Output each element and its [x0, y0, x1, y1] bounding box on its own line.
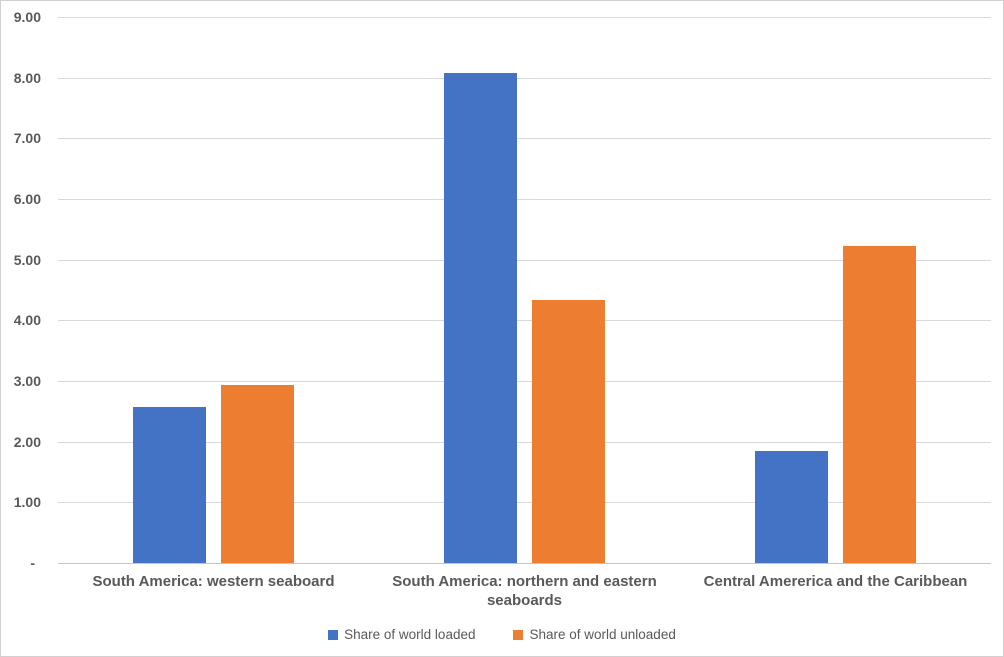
- bar-share-of-world-loaded: [755, 451, 828, 563]
- legend-swatch-icon: [513, 629, 524, 640]
- bar-share-of-world-loaded: [133, 406, 206, 563]
- y-tick-label: 5.00: [13, 252, 41, 268]
- legend-item: Share of world loaded: [328, 627, 475, 642]
- x-axis-line: [58, 563, 991, 564]
- bar-group: [680, 17, 991, 563]
- gridline: [58, 260, 991, 261]
- y-tick-label: 8.00: [13, 70, 41, 86]
- bar-share-of-world-unloaded: [532, 300, 605, 563]
- y-tick-label: 7.00: [13, 130, 41, 146]
- legend-item: Share of world unloaded: [513, 627, 676, 642]
- category-label-text: Central Amererica and the Caribbean: [703, 573, 968, 590]
- gridline: [58, 17, 991, 18]
- y-tick-label: 9.00: [13, 9, 41, 25]
- gridline: [58, 78, 991, 79]
- legend-label: Share of world unloaded: [529, 627, 676, 642]
- gridline: [58, 199, 991, 200]
- y-tick-label: 3.00: [13, 373, 41, 389]
- category-label-text: South America: northern and eastern seab…: [392, 573, 657, 609]
- bar-share-of-world-loaded: [444, 72, 517, 563]
- category-label: South America: western seaboard: [58, 572, 369, 591]
- y-tick-label: 6.00: [13, 191, 41, 207]
- gridline: [58, 138, 991, 139]
- bar-share-of-world-unloaded: [843, 246, 916, 563]
- bar-group: [58, 17, 369, 563]
- y-tick-label: 2.00: [13, 434, 41, 450]
- y-tick-label: -: [30, 555, 35, 571]
- bar-share-of-world-unloaded: [221, 384, 294, 563]
- gridline: [58, 442, 991, 443]
- legend-swatch-icon: [328, 629, 339, 640]
- y-tick-label: 1.00: [13, 494, 41, 510]
- y-tick-label: 4.00: [13, 312, 41, 328]
- gridline: [58, 381, 991, 382]
- category-label: Central Amererica and the Caribbean: [680, 572, 991, 591]
- category-label: South America: northern and eastern seab…: [369, 572, 680, 610]
- category-label-text: South America: western seaboard: [92, 573, 335, 590]
- gridline: [58, 320, 991, 321]
- bar-group: [369, 17, 680, 563]
- legend: Share of world loaded Share of world unlo…: [1, 627, 1003, 642]
- legend-label: Share of world loaded: [344, 627, 476, 642]
- gridline: [58, 502, 991, 503]
